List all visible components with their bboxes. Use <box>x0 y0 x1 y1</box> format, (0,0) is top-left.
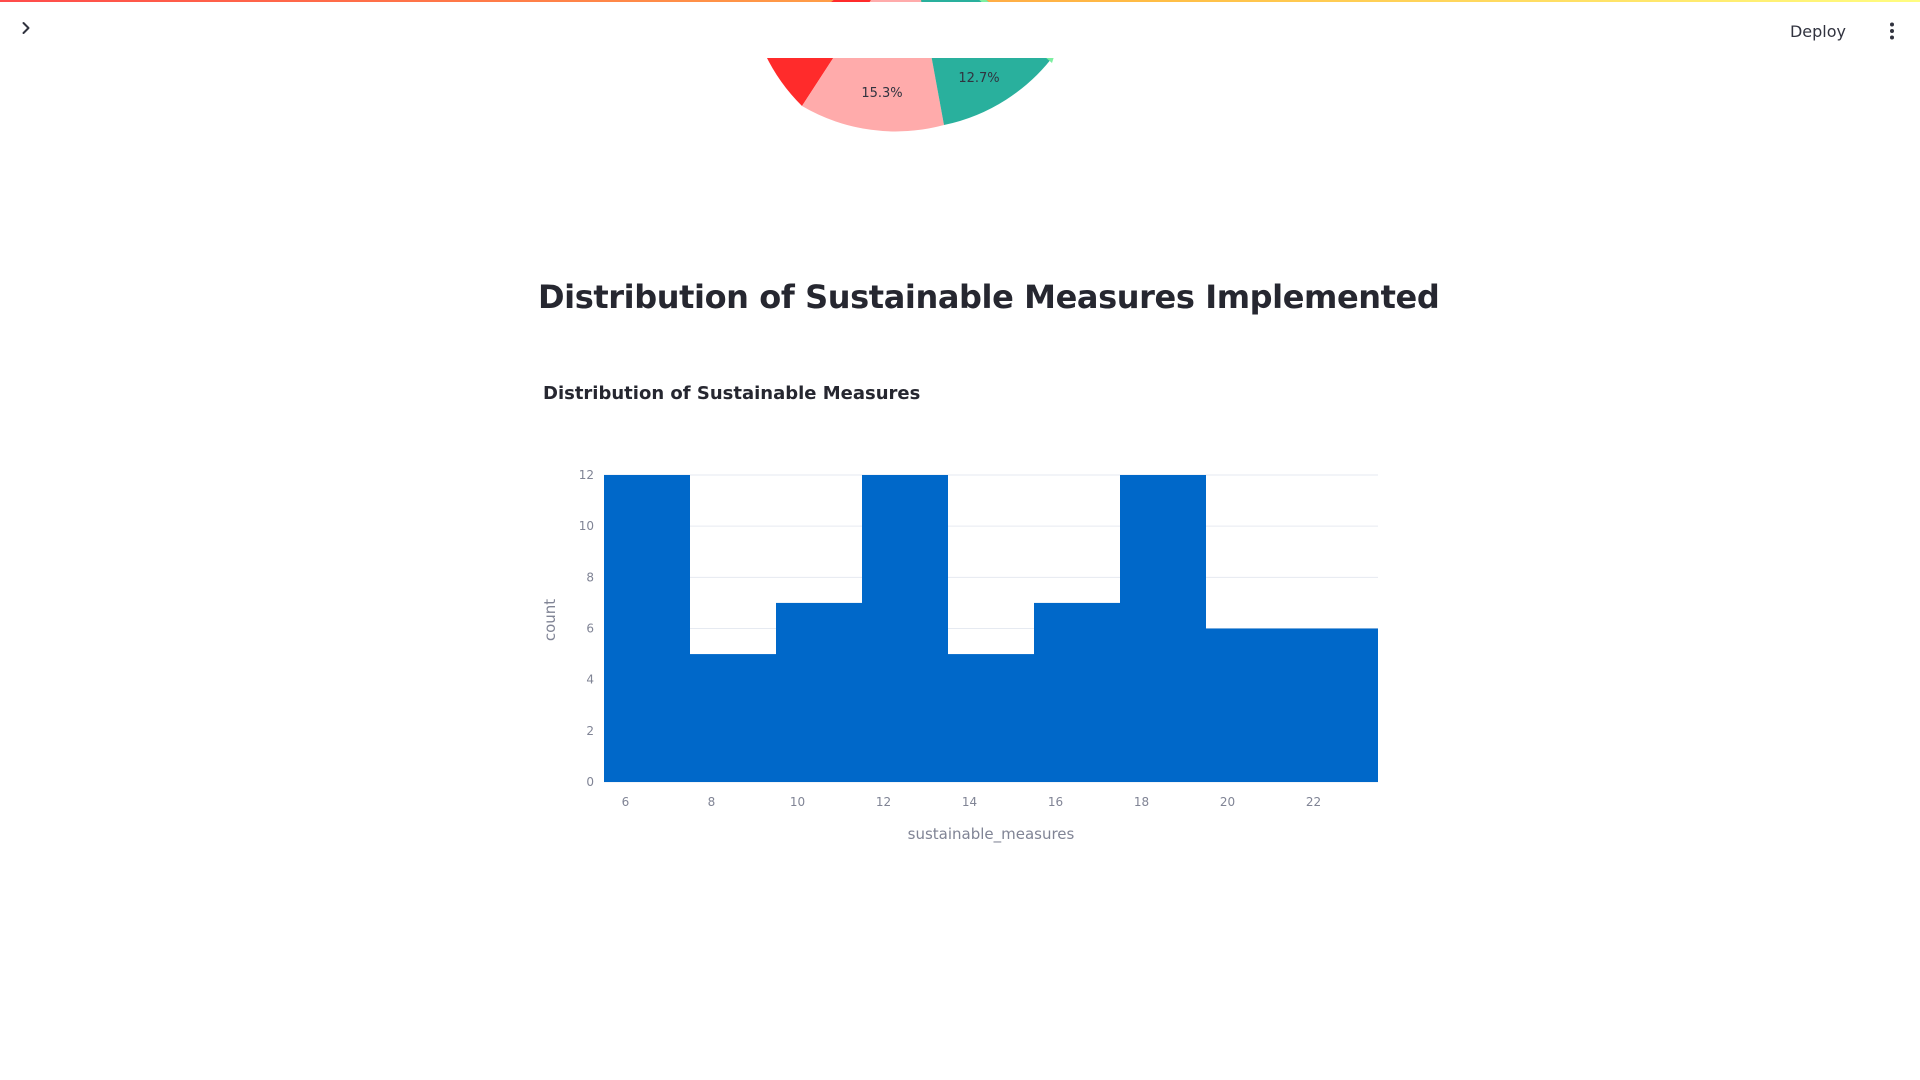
histogram-bar[interactable] <box>1206 628 1292 783</box>
bars <box>604 475 1378 782</box>
more-vertical-icon <box>1890 22 1894 40</box>
histogram-bar[interactable] <box>604 475 690 782</box>
pie-label-15-3: 15.3% <box>861 86 902 101</box>
histogram-bar[interactable] <box>1034 602 1120 782</box>
x-tick-label: 6 <box>622 795 630 809</box>
x-tick-label: 10 <box>790 795 805 809</box>
page-heading: Distribution of Sustainable Measures Imp… <box>538 278 1440 316</box>
histogram-bar[interactable] <box>776 602 862 782</box>
main-menu-button[interactable] <box>1878 17 1906 45</box>
y-tick-label: 12 <box>579 468 594 482</box>
histogram-bar[interactable] <box>948 654 1034 782</box>
histogram-bar[interactable] <box>690 654 776 782</box>
x-tick-label: 12 <box>876 795 891 809</box>
y-tick-label: 10 <box>579 519 594 533</box>
x-tick-label: 22 <box>1306 795 1321 809</box>
histogram-bar[interactable] <box>1120 475 1206 782</box>
x-tick-label: 20 <box>1220 795 1235 809</box>
y-ticks: 0 2 4 6 8 10 12 <box>579 468 594 789</box>
x-tick-label: 14 <box>962 795 977 809</box>
x-tick-label: 16 <box>1048 795 1063 809</box>
pie-label-12-7: 12.7% <box>958 71 999 86</box>
y-tick-label: 4 <box>586 673 594 687</box>
deploy-button[interactable]: Deploy <box>1778 15 1858 47</box>
y-tick-label: 6 <box>586 622 594 636</box>
y-tick-label: 0 <box>586 775 594 789</box>
chevron-right-icon <box>22 22 30 34</box>
histogram-bar[interactable] <box>862 475 948 782</box>
y-tick-label: 2 <box>586 724 594 738</box>
x-tick-label: 18 <box>1134 795 1149 809</box>
y-tick-label: 8 <box>586 570 594 584</box>
chart-title: Distribution of Sustainable Measures <box>543 383 920 404</box>
histogram-bar[interactable] <box>1292 628 1378 783</box>
y-axis-label: count <box>541 599 559 641</box>
histogram-svg: Distribution of Sustainable Measures 0 2 4… <box>541 383 1378 844</box>
x-tick-label: 8 <box>708 795 716 809</box>
x-ticks: 6 8 10 12 14 16 18 20 22 <box>622 795 1321 809</box>
x-axis-label: sustainable_measures <box>908 825 1075 844</box>
histogram-chart: Distribution of Sustainable Measures 0 2 4… <box>538 372 1398 852</box>
sidebar-toggle-button[interactable] <box>14 16 38 40</box>
app-header: Deploy <box>0 2 1920 58</box>
